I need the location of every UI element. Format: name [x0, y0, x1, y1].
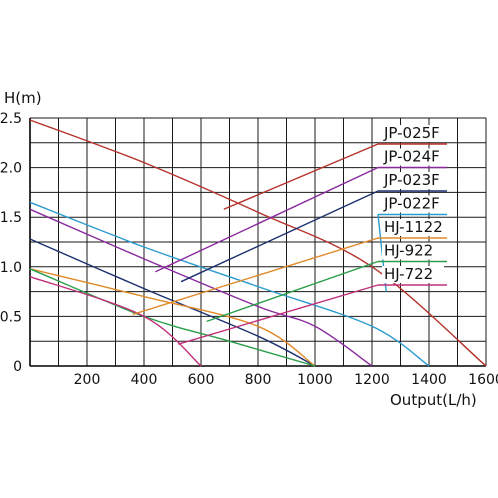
- x-tick-label: 1400: [411, 372, 447, 388]
- y-tick-label: 2.0: [0, 161, 22, 177]
- legend-label: JP-025F: [383, 124, 440, 142]
- legend-label: HJ-1122: [384, 218, 443, 236]
- legend-label-bg: [382, 242, 444, 260]
- y-tick-label: 0: [13, 359, 22, 375]
- legend-leader-line: [223, 143, 379, 210]
- y-tick-label: 2.5: [0, 111, 22, 127]
- x-tick-label: 1200: [354, 372, 390, 388]
- legend-label: HJ-722: [384, 265, 433, 283]
- series-curve-jp-025f: [29, 119, 487, 367]
- legend-leader-line: [206, 260, 379, 323]
- legend-label: JP-023F: [383, 171, 440, 189]
- series-curve-hj-722: [29, 276, 202, 367]
- legend: JP-025F JP-024F JP-023F JP-022F HJ-1122 HJ-92…: [132, 124, 447, 345]
- y-tick-label: 1.0: [0, 260, 22, 276]
- legend-label-bg: [382, 219, 444, 236]
- series-curve-jp-022f: [29, 201, 430, 367]
- legend-leader-line: [180, 190, 379, 283]
- legend-label-bg: [382, 195, 444, 213]
- x-tick-label: 1000: [297, 372, 333, 388]
- x-tick-label: 600: [188, 372, 215, 388]
- legend-label-bg: [382, 172, 444, 189]
- x-tick-label: 800: [245, 372, 272, 388]
- legend-label: JP-024F: [383, 148, 440, 166]
- x-tick-label: 200: [74, 372, 101, 388]
- x-tick-label: 400: [131, 372, 158, 388]
- legend-label-bg: [382, 266, 444, 283]
- legend-leader-line: [155, 166, 379, 273]
- legend-label: HJ-922: [384, 242, 433, 260]
- x-axis-title: Output(L/h): [390, 391, 477, 409]
- y-tick-label: 0.5: [0, 309, 22, 325]
- y-axis-title: H(m): [4, 89, 42, 107]
- legend-label-bg: [382, 125, 444, 142]
- series-curves: [29, 119, 487, 367]
- y-tick-label: 1.5: [0, 210, 22, 226]
- series-curve-jp-024f: [29, 208, 373, 367]
- series-curve-hj-1122: [29, 268, 316, 367]
- legend-label: JP-022F: [383, 195, 440, 213]
- series-curve-hj-922: [29, 268, 316, 367]
- axes: [29, 118, 486, 367]
- legend-label-bg: [382, 148, 444, 166]
- legend-leader-line: [132, 237, 379, 316]
- legend-leader-line: [178, 284, 379, 345]
